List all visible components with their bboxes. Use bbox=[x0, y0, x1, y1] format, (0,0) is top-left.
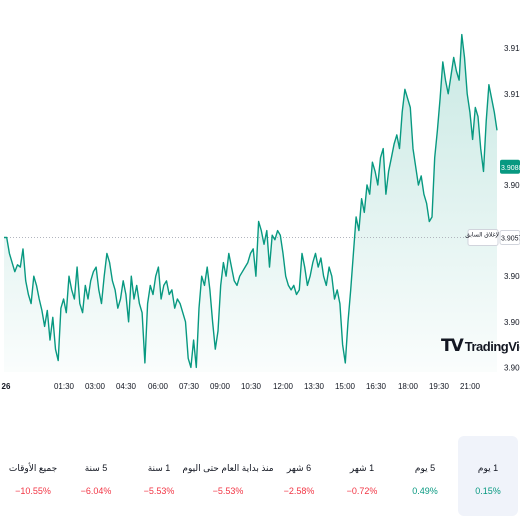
x-tick-label: 12:00 bbox=[273, 382, 294, 391]
x-tick-label: 03:00 bbox=[85, 382, 106, 391]
tradingview-mark-icon: 𝗧𝗩 bbox=[441, 336, 464, 355]
period-change-value: 0.15% bbox=[475, 486, 501, 496]
x-tick-label: 07:30 bbox=[179, 382, 200, 391]
period-change-value: −5.53% bbox=[212, 486, 244, 496]
x-tick-label: 26 bbox=[2, 382, 11, 391]
price-area-fill bbox=[4, 34, 497, 372]
period-7[interactable]: 5 سنة −6.04% bbox=[66, 436, 126, 516]
x-tick-label: 18:00 bbox=[398, 382, 419, 391]
period-label: 5 سنة bbox=[84, 463, 108, 473]
period-label: 1 شهر bbox=[349, 463, 375, 473]
period-label: 1 يوم bbox=[477, 463, 499, 473]
period-change-value: −0.72% bbox=[346, 486, 378, 496]
x-tick-label: 21:00 bbox=[460, 382, 481, 391]
x-tick-label: 13:30 bbox=[304, 382, 325, 391]
price-line bbox=[4, 33, 498, 369]
period-change-value: 0.49% bbox=[412, 486, 438, 496]
period-label: 1 سنة bbox=[147, 463, 171, 473]
period-label: 6 شهر bbox=[286, 463, 312, 473]
y-tick-label: 3.9120 bbox=[504, 90, 520, 99]
period-4[interactable]: 6 شهر −2.58% bbox=[269, 436, 329, 516]
period-change-value: −5.53% bbox=[143, 486, 175, 496]
y-tick-label: 3.9080 bbox=[504, 181, 520, 190]
period-change-value: −6.04% bbox=[80, 486, 112, 496]
x-tick-label: 06:00 bbox=[148, 382, 169, 391]
period-label: جميع الأوقات bbox=[8, 463, 58, 473]
y-tick-label: 3.9020 bbox=[504, 318, 520, 327]
previous-close-label: الإغلاق السابق bbox=[465, 231, 501, 238]
x-tick-label: 10:30 bbox=[241, 382, 262, 391]
period-8[interactable]: جميع الأوقات −10.55% bbox=[3, 436, 63, 516]
price-chart: 3.9140 3.9120 3.9080 3.9040 3.9020 3.9000 26 0… bbox=[2, 33, 520, 391]
last-price-value: 3.9088 bbox=[501, 165, 520, 172]
y-tick-label: 3.9140 bbox=[504, 44, 520, 53]
previous-close-tag bbox=[467, 228, 499, 246]
x-tick-label: 19:30 bbox=[429, 382, 450, 391]
period-2[interactable]: 5 يوم 0.49% bbox=[395, 436, 455, 516]
tradingview-wordmark: TradingView bbox=[464, 338, 520, 354]
y-tick-label: 3.9000 bbox=[504, 363, 520, 372]
period-3[interactable]: 1 شهر −0.72% bbox=[332, 436, 392, 516]
previous-close-value-tag bbox=[499, 229, 520, 245]
previous-close-value: 3.9057 bbox=[501, 235, 520, 242]
period-6[interactable]: 1 سنة −5.53% bbox=[129, 436, 189, 516]
period-change-value: −10.55% bbox=[15, 486, 51, 496]
x-tick-label: 15:00 bbox=[335, 382, 356, 391]
tradingview-logo[interactable]: 𝗧𝗩 TradingView bbox=[441, 335, 520, 357]
period-label: 5 يوم bbox=[414, 463, 436, 473]
x-tick-label: 09:00 bbox=[210, 382, 231, 391]
x-tick-label: 04:30 bbox=[116, 382, 137, 391]
period-1[interactable]: 1 يوم 0.15% bbox=[458, 436, 518, 516]
period-5[interactable]: منذ بداية العام حتى اليوم −5.53% bbox=[168, 436, 288, 516]
x-tick-label: 01:30 bbox=[54, 382, 75, 391]
period-selector: 1 يوم 0.15% 5 يوم 0.49% 1 شهر −0.72% 6 شهر −2.5… bbox=[0, 436, 520, 516]
y-tick-label: 3.9040 bbox=[504, 272, 520, 281]
last-price-tag bbox=[500, 159, 520, 174]
x-tick-label: 16:30 bbox=[366, 382, 387, 391]
period-change-value: −2.58% bbox=[283, 486, 315, 496]
period-label: منذ بداية العام حتى اليوم bbox=[182, 463, 274, 473]
